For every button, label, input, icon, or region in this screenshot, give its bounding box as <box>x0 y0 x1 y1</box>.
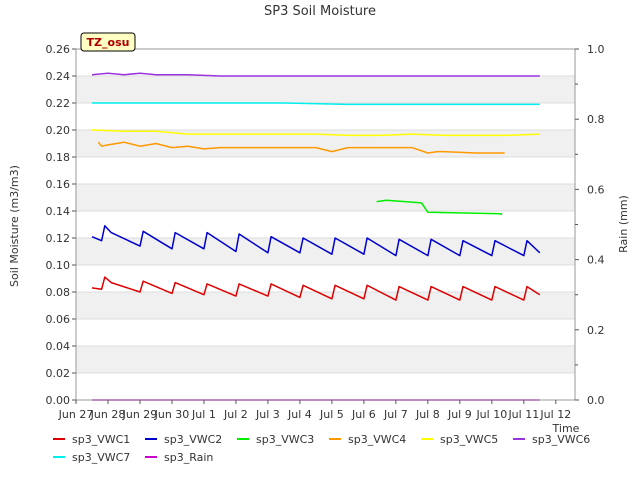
x-axis-label: Time <box>552 422 580 435</box>
legend-label: sp3_VWC7 <box>72 451 130 464</box>
grid-band <box>76 76 575 103</box>
x-tick-label: Jul 3 <box>255 408 280 421</box>
series-line-sp3-vwc1 <box>91 276 541 301</box>
x-tick-label: Jun 28 <box>90 408 126 421</box>
legend-label: sp3_VWC5 <box>440 433 498 446</box>
legend-label: sp3_Rain <box>164 451 213 464</box>
badge: TZ_osu <box>80 32 136 52</box>
y2-axis-label: Rain (mm) <box>617 195 630 253</box>
y2-tick-label: 0.2 <box>587 324 605 337</box>
legend-label: sp3_VWC6 <box>532 433 590 446</box>
x-tick-label: Jul 6 <box>351 408 376 421</box>
plot-background <box>76 49 575 400</box>
series-line-sp3-vwc2 <box>91 225 541 257</box>
legend-label: sp3_VWC2 <box>164 433 222 446</box>
legend-label: sp3_VWC1 <box>72 433 130 446</box>
grid-band <box>76 346 575 373</box>
legend-label: sp3_VWC3 <box>256 433 314 446</box>
y-tick-label: 0.22 <box>46 97 71 110</box>
x-tick-label: Jun 27 <box>58 408 94 421</box>
badge-label: TZ_osu <box>87 36 130 49</box>
x-tick-label: Jul 5 <box>319 408 344 421</box>
x-tick-label: Jul 2 <box>223 408 248 421</box>
y-tick-label: 0.10 <box>46 259 71 272</box>
grid-band <box>76 238 575 265</box>
x-tick-label: Jul 1 <box>191 408 216 421</box>
y-axis-left: 0.00 0.02 0.04 0.06 0.08 0.10 0.12 0.14 0.16 0.18… <box>46 43 76 407</box>
y-tick-label: 0.26 <box>46 43 71 56</box>
y2-tick-label: 0.8 <box>587 113 605 126</box>
y2-tick-label: 0.4 <box>587 254 605 267</box>
y-tick-label: 0.20 <box>46 124 71 137</box>
y2-tick-label: 1.0 <box>587 43 605 56</box>
y-tick-label: 0.24 <box>46 70 71 83</box>
x-tick-label: Jul 10 <box>475 408 507 421</box>
grid-bands <box>76 49 575 400</box>
x-tick-label: Jun 29 <box>122 408 158 421</box>
y-tick-label: 0.16 <box>46 178 71 191</box>
y-axis-label: Soil Moisture (m3/m3) <box>8 165 21 287</box>
series-line-sp3-vwc5 <box>91 129 540 137</box>
y-tick-label: 0.04 <box>46 340 71 353</box>
y-tick-label: 0.06 <box>46 313 71 326</box>
y-tick-label: 0.12 <box>46 232 71 245</box>
y-axis-right: 0.0 0.2 0.4 0.6 0.8 1.0 <box>575 43 605 407</box>
grid-band <box>76 184 575 211</box>
y2-tick-label: 0.6 <box>587 183 605 196</box>
x-tick-label: Jun 30 <box>154 408 190 421</box>
x-tick-label: Jul 8 <box>415 408 440 421</box>
series-line-sp3-vwc4 <box>97 141 505 154</box>
series-line-sp3-vwc7 <box>92 102 540 106</box>
x-tick-label: Jul 4 <box>287 408 312 421</box>
series-line-sp3-vwc6 <box>91 72 540 77</box>
x-tick-label: Jul 11 <box>507 408 539 421</box>
legend: sp3_VWC1 sp3_VWC2 sp3_VWC3 sp3_VWC4 sp3_VWC5… <box>53 433 590 464</box>
x-tick-label: Jul 9 <box>447 408 472 421</box>
series-line-sp3-vwc3 <box>376 199 503 215</box>
legend-label: sp3_VWC4 <box>348 433 406 446</box>
chart-title: SP3 Soil Moisture <box>264 4 376 19</box>
y-tick-label: 0.00 <box>46 394 71 407</box>
y2-tick-label: 0.0 <box>587 394 605 407</box>
y-tick-label: 0.02 <box>46 367 71 380</box>
y-tick-label: 0.08 <box>46 286 71 299</box>
y-tick-label: 0.14 <box>46 205 71 218</box>
x-tick-label: Jul 7 <box>383 408 408 421</box>
x-tick-label: Jul 12 <box>539 408 571 421</box>
y-tick-label: 0.18 <box>46 151 71 164</box>
